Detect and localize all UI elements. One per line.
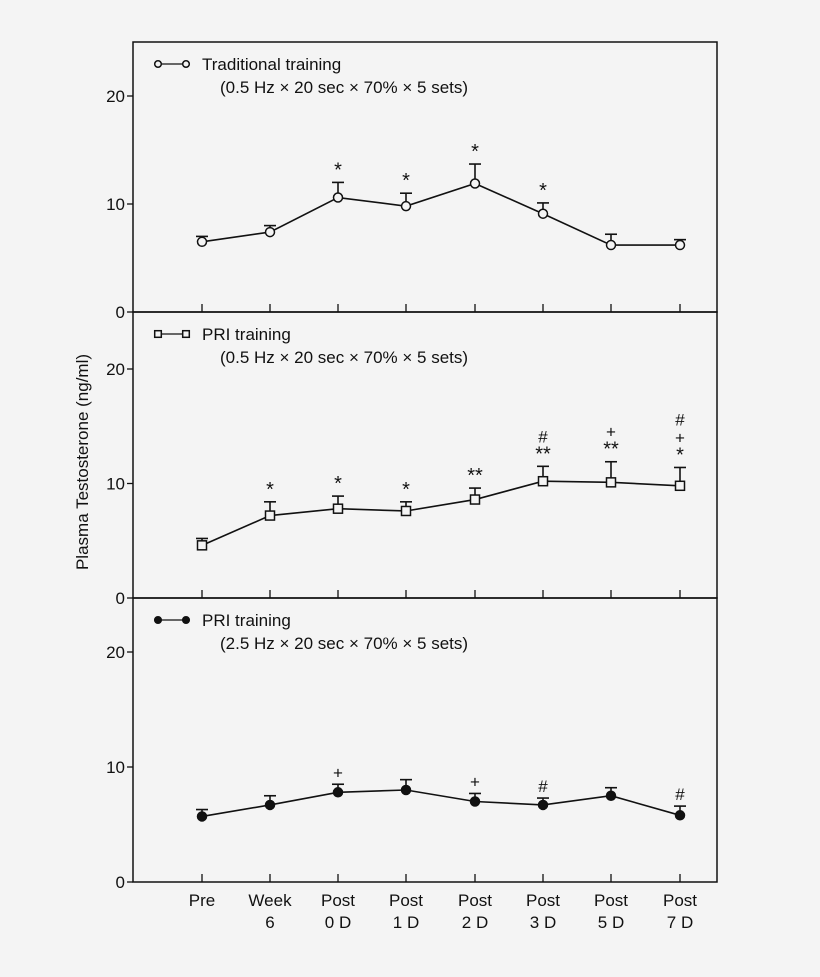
data-point [400, 784, 412, 796]
data-point [264, 799, 276, 811]
panel-3: 0 10 20 PRI training (2.5 Hz × 20 sec × 70% … [106, 597, 718, 892]
x-tick-label: Post [594, 891, 628, 910]
data-point [469, 796, 481, 807]
data-point [469, 178, 481, 189]
legend-marker [153, 329, 163, 339]
significance-mark: * [334, 473, 342, 495]
x-tick-label: Post [389, 891, 423, 910]
panel-1: 0 10 20 Traditional training (0.5 Hz × 20 se… [106, 41, 718, 322]
x-tick-label: Post [321, 891, 355, 910]
data-point [537, 799, 549, 811]
data-point [332, 192, 344, 203]
y-tick-label: 10 [106, 758, 125, 777]
y-tick-label: 0 [116, 873, 125, 892]
x-tick-label: 6 [265, 913, 274, 932]
significance-mark: * [334, 159, 342, 181]
significance-mark: # [538, 777, 548, 796]
significance-mark: + [606, 423, 616, 442]
legend-marker [153, 615, 163, 625]
data-point [196, 236, 208, 248]
data-point [605, 477, 617, 488]
significance-mark: # [538, 427, 548, 446]
data-point [264, 510, 276, 521]
y-tick-label: 0 [116, 303, 125, 322]
legend-marker [181, 329, 191, 339]
significance-mark: + [333, 763, 343, 782]
series-line [201, 480, 681, 547]
legend-condition: (2.5 Hz × 20 sec × 70% × 5 sets) [220, 634, 468, 653]
series-line [201, 182, 680, 246]
data-point [400, 200, 412, 212]
y-tick-label: 20 [106, 87, 125, 106]
significance-mark: * [676, 444, 684, 466]
data-point [605, 790, 617, 801]
x-tick-label: 1 D [393, 913, 419, 932]
data-point [264, 226, 276, 238]
significance-mark: ** [603, 439, 619, 461]
x-tick-label: Pre [189, 891, 215, 910]
significance-mark: ** [467, 465, 483, 487]
data-point [537, 475, 549, 487]
data-point [537, 208, 549, 219]
legend-series-name: PRI training [202, 611, 291, 630]
legend-series-name: PRI training [202, 325, 291, 344]
y-tick-label: 0 [116, 589, 125, 608]
data-point [196, 811, 208, 822]
x-tick-label: Post [526, 891, 560, 910]
significance-mark: # [675, 785, 685, 804]
data-point [674, 239, 686, 251]
x-tick-label: 2 D [462, 913, 488, 932]
x-tick-label: 7 D [667, 913, 693, 932]
significance-mark: + [675, 428, 685, 447]
data-point [469, 494, 481, 505]
legend-marker [181, 615, 191, 625]
x-tick-label: 3 D [530, 913, 556, 932]
data-point [674, 810, 686, 821]
data-point [605, 239, 617, 251]
x-tick-label: 5 D [598, 913, 624, 932]
data-point [674, 480, 686, 492]
significance-mark: + [470, 772, 480, 791]
series-line [201, 789, 681, 818]
significance-mark: * [266, 479, 274, 501]
x-tick-label: Week [248, 891, 292, 910]
significance-mark: * [471, 141, 479, 163]
y-tick-label: 10 [106, 195, 125, 214]
panel-frame [132, 597, 718, 883]
significance-mark: # [675, 410, 685, 429]
data-point [332, 787, 344, 798]
panel-2: 0 10 20 PRI training (0.5 Hz × 20 sec × 70% … [106, 311, 718, 608]
significance-mark: * [402, 170, 410, 192]
legend-marker [181, 59, 191, 69]
y-tick-label: 20 [106, 643, 125, 662]
data-point [196, 540, 208, 551]
legend-marker [153, 59, 163, 69]
x-tick-label: Post [458, 891, 492, 910]
legend-series-name: Traditional training [202, 55, 341, 74]
data-point [400, 505, 412, 517]
significance-mark: ** [535, 443, 551, 465]
x-tick-label: 0 D [325, 913, 351, 932]
significance-mark: * [539, 180, 547, 202]
significance-mark: * [402, 479, 410, 501]
y-axis-label: Plasma Testosterone (ng/ml) [73, 354, 92, 570]
y-tick-label: 10 [106, 475, 125, 494]
y-tick-label: 20 [106, 360, 125, 379]
legend-condition: (0.5 Hz × 20 sec × 70% × 5 sets) [220, 348, 468, 367]
data-point [332, 503, 344, 514]
legend-condition: (0.5 Hz × 20 sec × 70% × 5 sets) [220, 78, 468, 97]
x-tick-label: Post [663, 891, 697, 910]
